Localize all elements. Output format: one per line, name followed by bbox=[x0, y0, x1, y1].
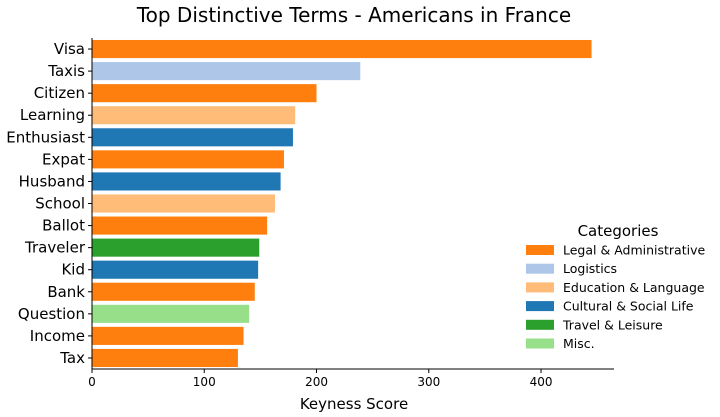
legend-label-misc-: Misc. bbox=[563, 336, 595, 351]
y-tick-label-bank: Bank bbox=[47, 283, 85, 301]
y-tick-label-question: Question bbox=[18, 305, 85, 323]
legend-label-education-language: Education & Language bbox=[563, 280, 705, 295]
bar-tax bbox=[92, 348, 238, 368]
chart-title: Top Distinctive Terms - Americans in Fra… bbox=[136, 3, 571, 27]
legend-label-logistics: Logistics bbox=[563, 261, 617, 276]
x-tick-label: 400 bbox=[530, 375, 553, 389]
y-tick-label-traveler: Traveler bbox=[24, 239, 86, 257]
legend-swatch-travel-leisure bbox=[526, 319, 554, 330]
y-tick-label-citizen: Citizen bbox=[34, 84, 85, 102]
legend-swatch-misc- bbox=[526, 338, 554, 349]
legend-swatch-logistics bbox=[526, 263, 554, 274]
bar-school bbox=[92, 194, 275, 213]
x-axis-label: Keyness Score bbox=[300, 395, 408, 413]
bar-income bbox=[92, 326, 244, 345]
bar-traveler bbox=[92, 238, 260, 257]
bar-husband bbox=[92, 172, 281, 191]
y-tick-label-visa: Visa bbox=[54, 40, 85, 58]
x-axis-ticks: 0 100 200 300 400 bbox=[88, 369, 552, 389]
legend-label-travel-leisure: Travel & Leisure bbox=[562, 317, 663, 332]
bar-taxis bbox=[92, 62, 361, 81]
y-tick-label-kid: Kid bbox=[61, 261, 85, 279]
legend-entries: Legal & Administrative Logistics Education… bbox=[526, 243, 705, 351]
legend-swatch-cultural-social-life bbox=[526, 301, 554, 312]
legend-label-legal-administrative: Legal & Administrative bbox=[563, 243, 705, 258]
y-tick-label-school: School bbox=[35, 195, 85, 213]
y-tick-label-husband: Husband bbox=[19, 172, 85, 190]
x-tick-label: 300 bbox=[417, 375, 440, 389]
bar-learning bbox=[92, 106, 296, 125]
bar-bank bbox=[92, 282, 255, 301]
legend: Categories Legal & Administrative Logisti… bbox=[526, 222, 705, 351]
legend-swatch-legal-administrative bbox=[526, 245, 554, 255]
bar-expat bbox=[92, 150, 284, 169]
bar-kid bbox=[92, 260, 259, 279]
y-tick-label-tax: Tax bbox=[59, 349, 85, 367]
bars-group bbox=[92, 39, 592, 368]
y-tick-label-expat: Expat bbox=[42, 150, 85, 168]
y-tick-label-ballot: Ballot bbox=[42, 217, 85, 235]
legend-swatch-education-language bbox=[526, 282, 554, 293]
y-tick-label-income: Income bbox=[30, 327, 85, 345]
bar-visa bbox=[92, 39, 592, 59]
bar-enthusiast bbox=[92, 128, 293, 147]
x-tick-label: 0 bbox=[88, 375, 96, 389]
x-tick-label: 100 bbox=[193, 375, 216, 389]
y-tick-label-learning: Learning bbox=[20, 106, 85, 124]
legend-title: Categories bbox=[578, 222, 659, 240]
y-axis-ticks: Visa Taxis Citizen Learning Enthusiast Expat H… bbox=[6, 40, 92, 367]
bar-ballot bbox=[92, 216, 268, 235]
bar-question bbox=[92, 304, 250, 323]
y-tick-label-taxis: Taxis bbox=[47, 62, 85, 80]
bar-citizen bbox=[92, 84, 317, 103]
y-tick-label-enthusiast: Enthusiast bbox=[6, 128, 85, 146]
legend-label-cultural-social-life: Cultural & Social Life bbox=[563, 299, 694, 314]
x-tick-label: 200 bbox=[305, 375, 328, 389]
